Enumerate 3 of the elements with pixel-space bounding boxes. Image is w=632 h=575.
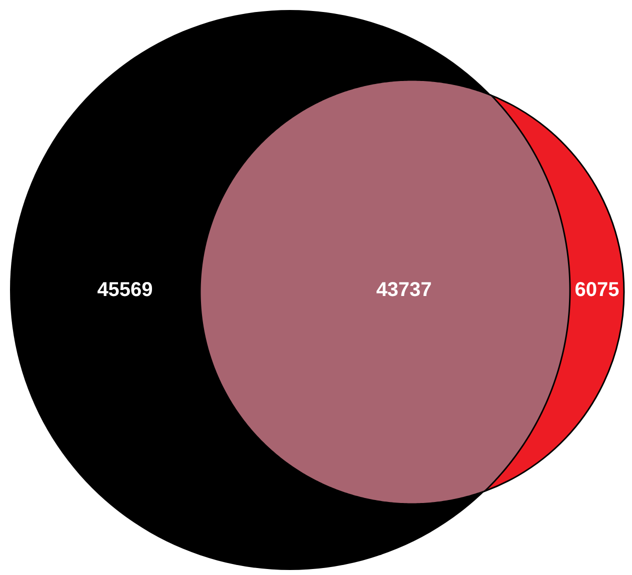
data-label: 43737 bbox=[376, 279, 432, 301]
data-label: 45569 bbox=[97, 279, 153, 301]
data-label: 6075 bbox=[574, 279, 620, 301]
